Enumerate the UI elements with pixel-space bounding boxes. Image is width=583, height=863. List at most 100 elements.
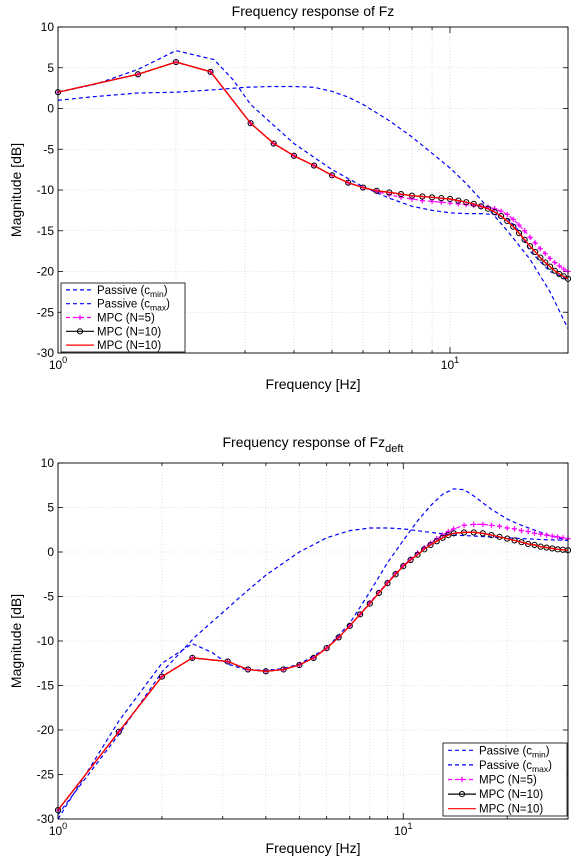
data-point-circle xyxy=(207,68,214,75)
data-point-plus xyxy=(552,259,558,266)
y-tick-label: -25 xyxy=(37,768,55,782)
legend-marker-plus xyxy=(459,776,465,783)
legend-label: MPC (N=10) xyxy=(97,340,161,352)
data-point-circle xyxy=(427,541,434,548)
chart-title: Frequency response of Fzdeft xyxy=(223,434,404,455)
x-tick-base: 10 xyxy=(441,358,455,372)
legend: Passive (cmin)Passive (cmax)MPC (N=5)MPC… xyxy=(442,742,568,817)
chart-title-subscript: deft xyxy=(385,443,403,455)
data-point-circle xyxy=(172,58,180,66)
legend-label-text: MPC (N=5) xyxy=(97,313,155,325)
data-point-circle xyxy=(515,230,523,237)
data-point-plus xyxy=(398,194,404,200)
data-point-circle xyxy=(504,217,511,225)
y-tick-label: 10 xyxy=(41,20,55,34)
data-point-plus xyxy=(492,206,498,212)
data-point-circle xyxy=(518,539,525,546)
data-point-circle xyxy=(310,654,317,662)
data-point-circle xyxy=(532,248,539,256)
legend-label-text: MPC (N=10) xyxy=(97,340,161,352)
legend-label: MPC (N=10) xyxy=(479,804,543,816)
data-point-circle xyxy=(384,580,391,587)
y-tick-label: -5 xyxy=(43,142,54,156)
data-point-circle xyxy=(335,634,342,641)
chart-title: Frequency response of Fz xyxy=(232,3,395,19)
legend-label-text: MPC (N=10) xyxy=(479,789,543,801)
legend-label-text: MPC (N=10) xyxy=(97,326,161,338)
data-point-plus xyxy=(532,240,538,246)
y-tick-label: -30 xyxy=(37,346,55,360)
series-line xyxy=(57,49,569,281)
chart-title-text: Frequency response of Fz xyxy=(232,3,395,19)
y-tick-label: -10 xyxy=(37,183,55,197)
data-point-circle xyxy=(359,184,367,191)
data-point-plus xyxy=(531,530,538,536)
legend-label: MPC (N=5) xyxy=(97,313,155,325)
data-point-circle xyxy=(477,203,485,210)
data-point-circle xyxy=(400,563,407,570)
data-point-circle xyxy=(357,611,364,618)
legend-label-subscript: max xyxy=(150,303,167,313)
data-point-plus xyxy=(480,521,486,528)
data-point-plus xyxy=(525,528,531,535)
data-point-circle xyxy=(433,538,440,545)
x-tick-label: 100 xyxy=(49,355,67,372)
x-tick-base: 10 xyxy=(49,358,63,372)
chart-title-text: Frequency response of Fz xyxy=(223,434,386,450)
data-point-circle xyxy=(375,589,382,597)
data-point-plus xyxy=(504,211,510,218)
data-point-plus xyxy=(471,521,477,528)
data-point-circle xyxy=(296,661,303,669)
x-tick-exponent: 1 xyxy=(407,821,412,831)
data-point-circle xyxy=(511,537,518,544)
data-point-plus xyxy=(516,222,522,228)
y-tick-label: -15 xyxy=(37,679,55,693)
data-point-plus xyxy=(538,531,544,537)
x-tick-base: 10 xyxy=(394,824,408,838)
data-point-plus xyxy=(496,523,503,529)
legend-label-text: MPC (N=5) xyxy=(479,775,537,787)
x-tick-label: 101 xyxy=(394,821,412,838)
data-point-plus xyxy=(409,196,415,202)
legend-label-close: ) xyxy=(164,285,168,297)
x-tick-exponent: 1 xyxy=(454,355,459,365)
y-tick-label: 5 xyxy=(47,501,54,515)
data-point-circle xyxy=(510,223,517,230)
data-point-plus xyxy=(561,266,567,272)
data-point-plus xyxy=(542,250,548,257)
data-point-plus xyxy=(518,528,525,534)
legend-label: MPC (N=5) xyxy=(479,775,537,787)
data-point-plus xyxy=(488,522,495,528)
data-point-circle xyxy=(328,172,336,179)
data-point-plus xyxy=(522,228,528,234)
y-tick-label: 10 xyxy=(41,456,55,470)
y-tick-label: -30 xyxy=(37,812,55,826)
y-axis-label: Magnitude [dB] xyxy=(8,594,24,688)
y-tick-label: -20 xyxy=(37,265,55,279)
y-tick-label: 5 xyxy=(47,61,54,75)
legend-label-text: MPC (N=10) xyxy=(479,804,543,816)
data-point-circle xyxy=(407,556,414,564)
data-point-circle xyxy=(392,571,399,578)
data-point-plus xyxy=(549,533,555,539)
data-point-circle xyxy=(310,162,318,169)
data-point-plus xyxy=(547,255,553,262)
data-point-plus xyxy=(555,534,561,540)
legend-label: MPC (N=10) xyxy=(479,789,543,801)
data-point-plus xyxy=(510,216,516,222)
data-point-circle xyxy=(414,551,421,558)
data-point-circle xyxy=(542,259,549,266)
legend-label-text: Passive (c xyxy=(479,760,532,772)
legend-label: Passive (cmax) xyxy=(97,299,170,313)
y-tick-label: -15 xyxy=(37,224,55,238)
data-point-plus xyxy=(461,522,467,528)
y-tick-label: -5 xyxy=(43,590,54,604)
x-tick-base: 10 xyxy=(49,824,63,838)
y-tick-label: -25 xyxy=(37,305,55,319)
y-tick-label: 0 xyxy=(47,102,54,116)
series-line-overlay xyxy=(57,61,569,280)
legend-label: MPC (N=10) xyxy=(97,326,161,338)
data-point-plus xyxy=(556,263,562,269)
legend-label: Passive (cmin) xyxy=(479,745,550,759)
